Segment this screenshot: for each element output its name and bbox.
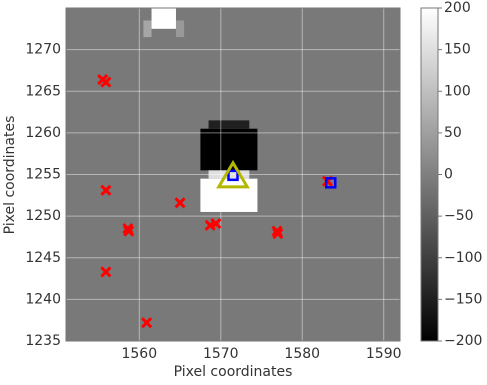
image-cell: [200, 178, 258, 212]
x-tick-label: 1580: [284, 346, 320, 362]
x-marker: [100, 184, 112, 196]
image-cell: [143, 20, 152, 38]
colorbar-tick-label: 0: [444, 167, 453, 183]
image-cell: [175, 20, 185, 38]
y-tick-label: 1245: [25, 250, 61, 266]
x-marker: [210, 218, 222, 230]
x-marker: [123, 225, 135, 237]
y-tick-label: 1255: [25, 167, 61, 183]
colorbar: [420, 7, 439, 342]
square-marker: [325, 177, 337, 189]
colorbar-tick-label: 50: [444, 125, 462, 141]
colorbar-tick-label: −100: [444, 250, 482, 266]
image-cell: [200, 128, 258, 171]
x-marker: [272, 228, 284, 240]
y-tick-label: 1270: [25, 42, 61, 58]
x-tick-label: 1590: [366, 346, 402, 362]
plot-frame: [65, 7, 401, 342]
colorbar-tick-label: −50: [444, 208, 474, 224]
y-tick-label: 1235: [25, 333, 61, 349]
y-tick-label: 1250: [25, 208, 61, 224]
y-axis-label: Pixel coordinates: [2, 116, 18, 235]
x-marker: [174, 197, 186, 209]
x-marker: [141, 317, 153, 329]
colorbar-tick-label: −200: [444, 333, 482, 349]
x-marker: [100, 266, 112, 278]
x-tick-label: 1560: [121, 346, 157, 362]
triangle-marker: [216, 159, 250, 189]
image-cell: [151, 8, 176, 29]
colorbar-tick-label: −150: [444, 291, 482, 307]
square-marker: [227, 169, 239, 182]
x-axis-label: Pixel coordinates: [174, 364, 293, 380]
image-cell: [208, 120, 250, 129]
x-tick-label: 1570: [203, 346, 239, 362]
colorbar-tick-label: 200: [444, 0, 471, 16]
y-tick-label: 1240: [25, 291, 61, 307]
colorbar-tick-label: 100: [444, 83, 471, 99]
colorbar-tick-label: 150: [444, 42, 471, 58]
plot-area: [66, 8, 400, 341]
x-marker: [100, 76, 112, 88]
y-tick-label: 1265: [25, 83, 61, 99]
y-tick-label: 1260: [25, 125, 61, 141]
